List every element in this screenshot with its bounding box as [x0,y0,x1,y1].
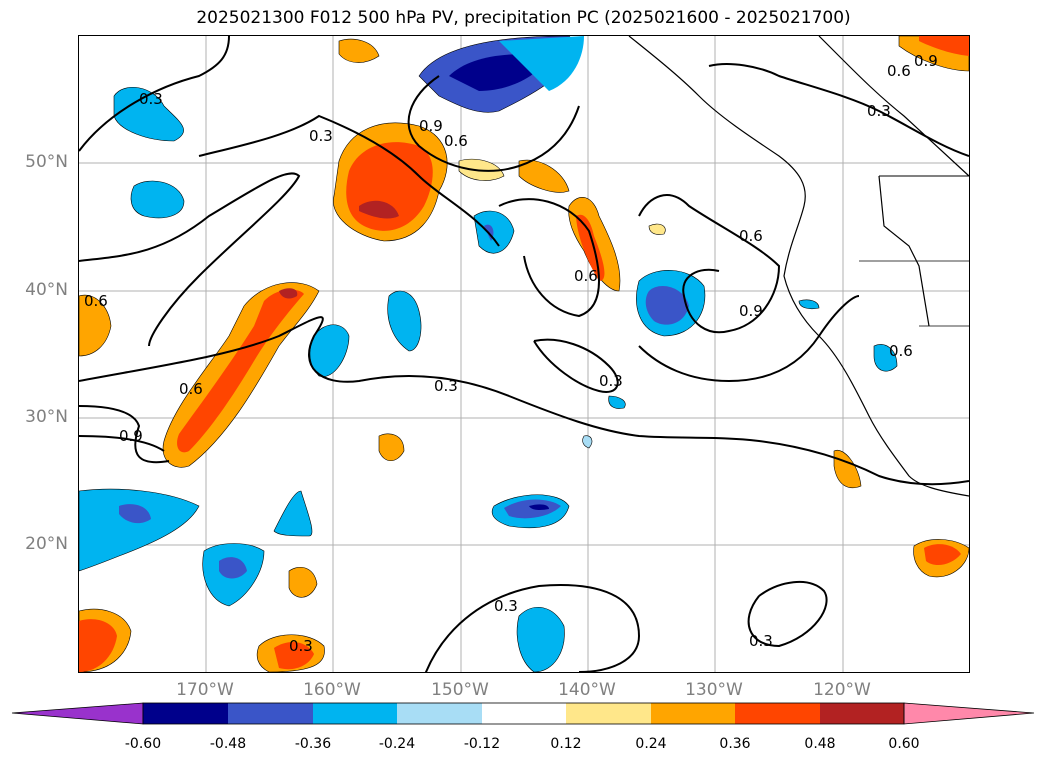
graticule [79,36,969,672]
contour-label: 0.3 [749,632,773,650]
lon-label-170w: 170°W [176,680,234,700]
colorbar-segment [228,703,313,724]
contour-label: 0.6 [444,132,468,150]
map-plot-area: 0.3 0.3 0.6 0.9 0.6 0.6 0.9 0.3 0.6 0.6 … [78,35,970,673]
lon-label-160w: 160°W [303,680,361,700]
lon-label-130w: 130°W [685,680,743,700]
lon-label-150w: 150°W [431,680,489,700]
contour-label: 0.6 [889,342,913,360]
contour-labels: 0.3 0.3 0.6 0.9 0.6 0.6 0.9 0.3 0.6 0.6 … [84,52,938,655]
contour-label: 0.9 [119,427,143,445]
colorbar-tick: -0.24 [378,736,416,752]
colorbar-tick: 0.60 [888,736,920,752]
colorbar-tick: -0.60 [124,736,162,752]
pv-contours [79,36,969,672]
lat-label-50n: 50°N [25,152,68,172]
precip-shading [79,36,969,672]
colorbar-segment [143,703,228,724]
lat-label-20n: 20°N [25,534,68,554]
colorbar-max-extend [903,702,1035,725]
contour-label: 0.3 [599,372,623,390]
map-canvas: 0.3 0.3 0.6 0.9 0.6 0.6 0.9 0.3 0.6 0.6 … [79,36,969,672]
lon-label-140w: 140°W [558,680,616,700]
colorbar-segment [397,703,482,724]
colorbar-tick: 0.36 [719,736,751,752]
contour-label: 0.3 [494,597,518,615]
contour-label: 0.6 [739,227,763,245]
colorbar-tick: 0.12 [550,736,582,752]
contour-label: 0.9 [419,117,443,135]
contour-label: 0.3 [434,377,458,395]
colorbar [11,702,1035,725]
contour-label: 0.9 [739,302,763,320]
colorbar-frame [142,702,905,725]
lon-label-120w: 120°W [813,680,871,700]
colorbar-segment [482,703,566,724]
contour-label: 0.9 [914,52,938,70]
colorbar-segment [313,703,397,724]
lat-label-40n: 40°N [25,280,68,300]
colorbar-tick: -0.12 [463,736,501,752]
contour-label: 0.3 [867,102,891,120]
colorbar-segment [566,703,651,724]
coastlines [628,36,969,497]
contour-label: 0.6 [574,267,598,285]
contour-label: 0.3 [139,90,163,108]
colorbar-segment [820,703,904,724]
lat-label-30n: 30°N [25,407,68,427]
contour-label: 0.6 [84,292,108,310]
contour-label: 0.3 [309,127,333,145]
colorbar-tick: -0.48 [209,736,247,752]
colorbar-min-extend [11,702,144,725]
contour-label: 0.6 [887,62,911,80]
colorbar-tick: -0.36 [294,736,332,752]
colorbar-segment [735,703,820,724]
colorbar-tick: 0.24 [635,736,667,752]
map-title: 2025021300 F012 500 hPa PV, precipitatio… [196,8,851,28]
contour-label: 0.6 [179,380,203,398]
colorbar-segment [651,703,735,724]
contour-label: 0.3 [289,637,313,655]
colorbar-tick: 0.48 [804,736,836,752]
